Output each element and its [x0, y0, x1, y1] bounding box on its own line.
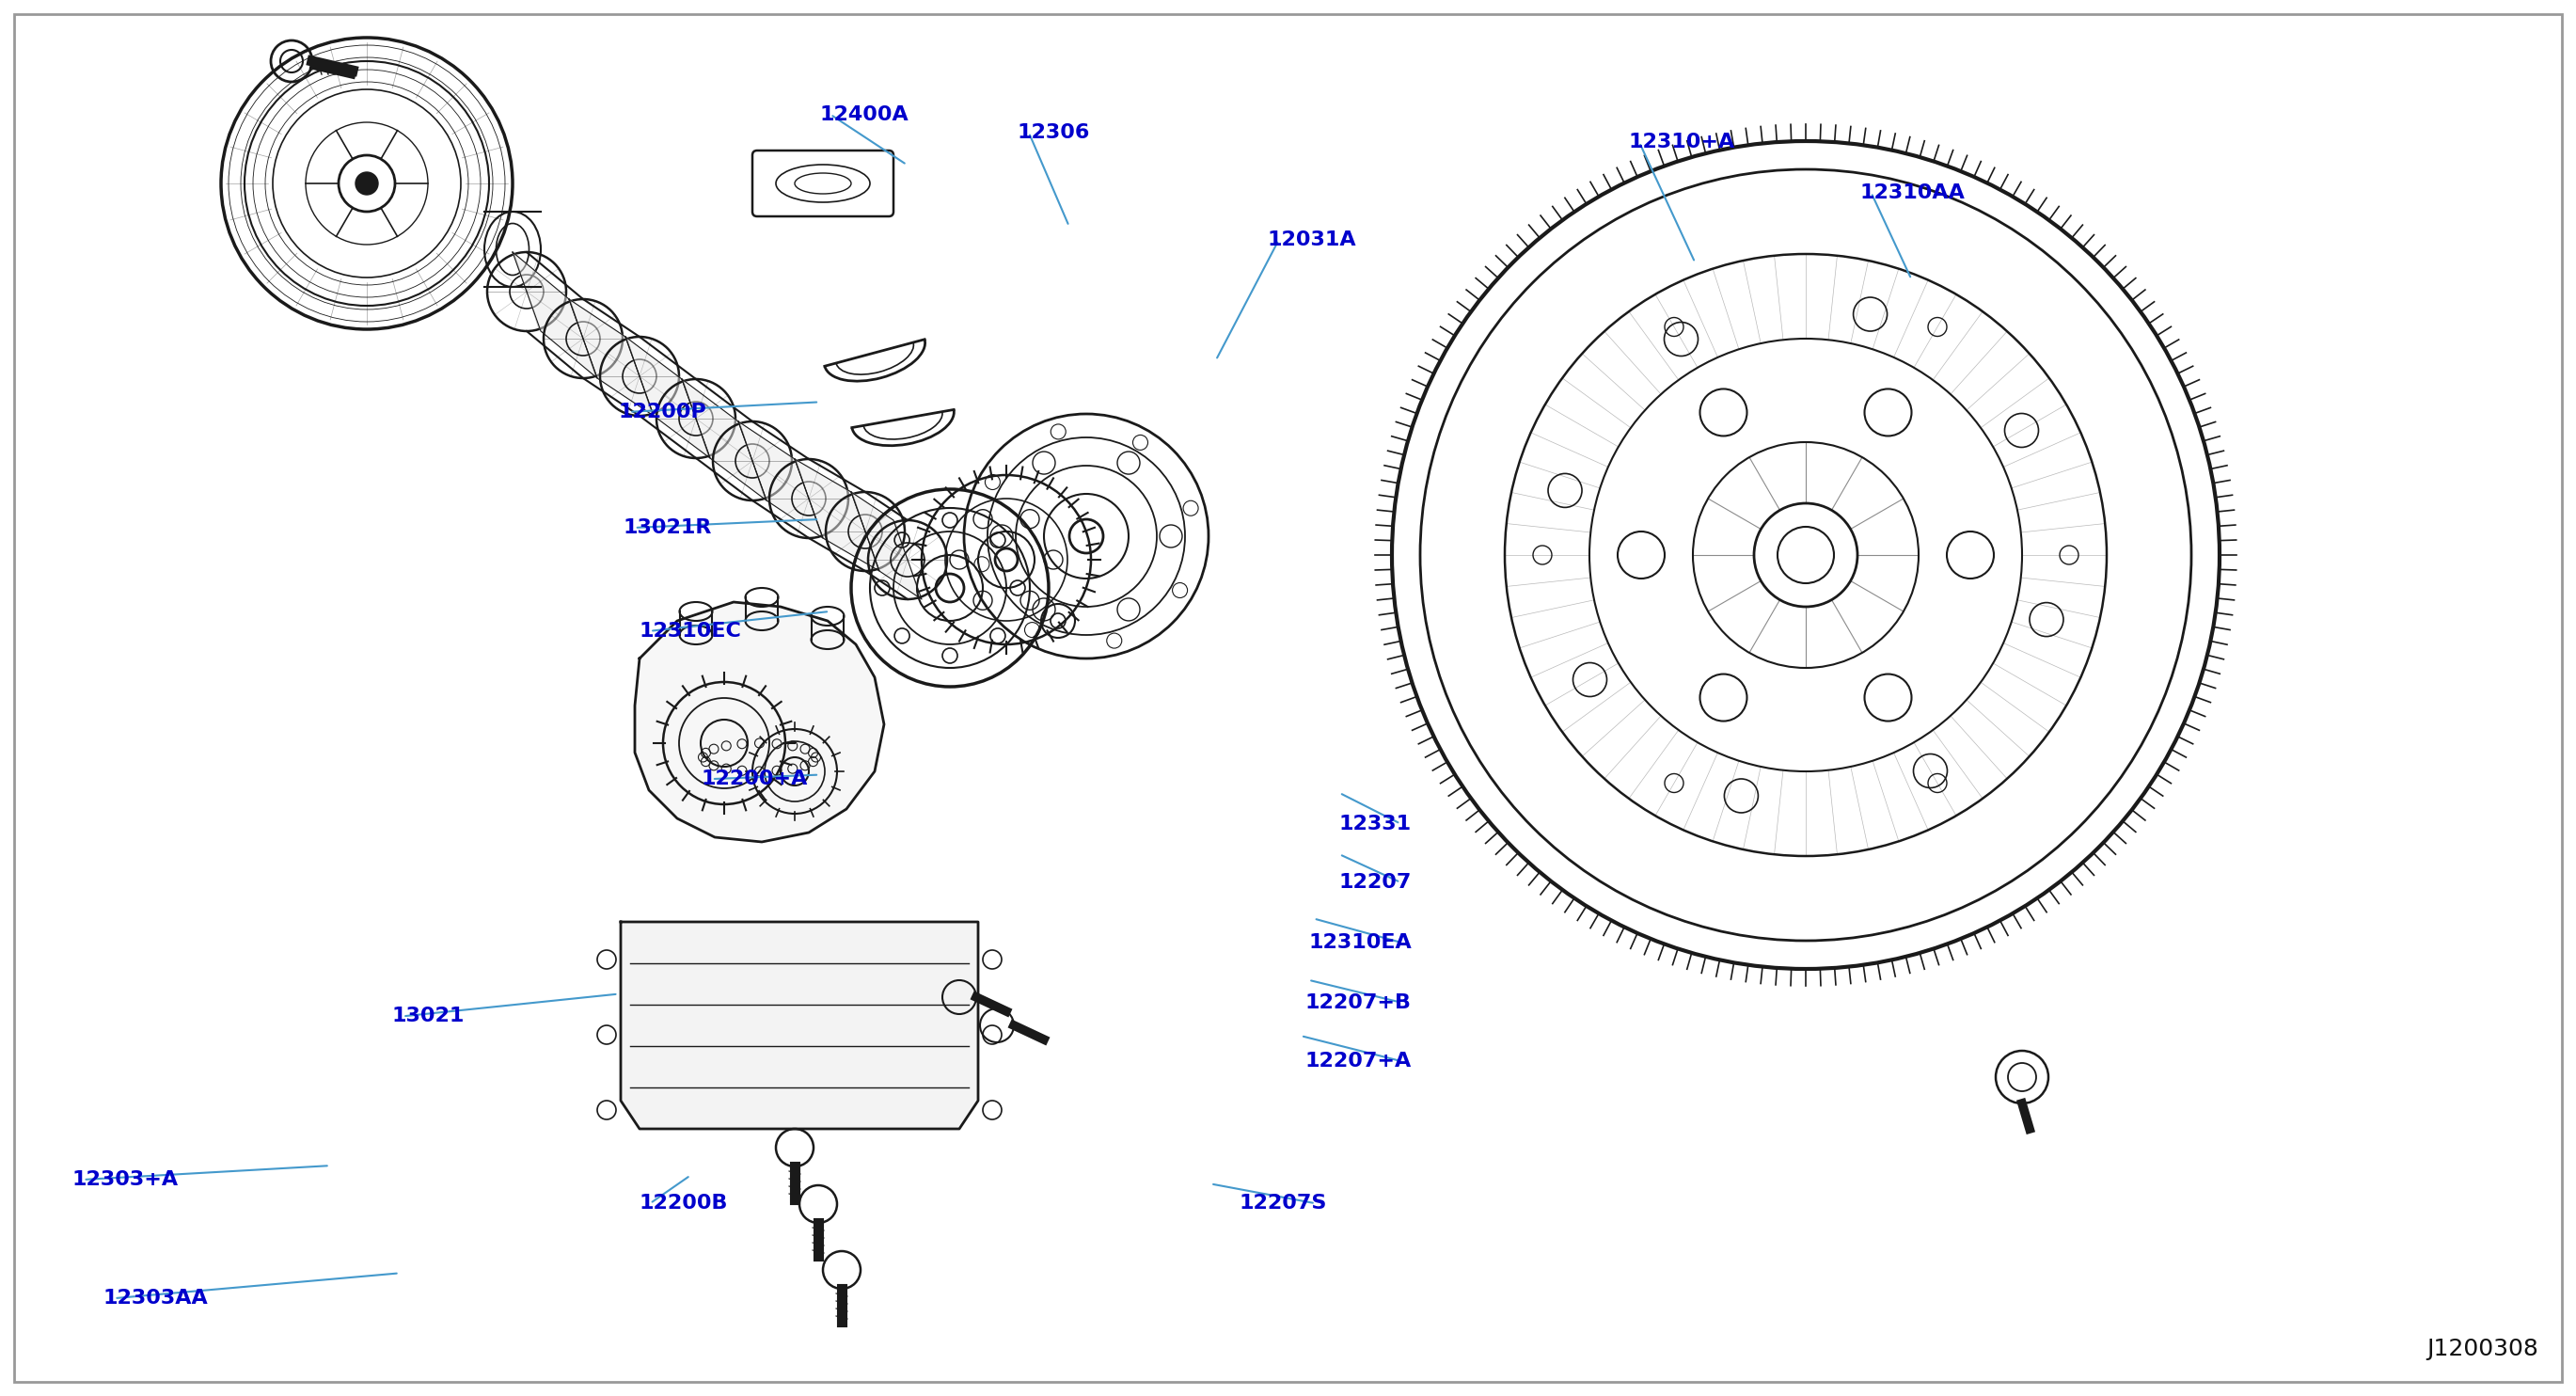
Polygon shape	[850, 491, 922, 599]
Text: 12400A: 12400A	[819, 105, 909, 124]
Text: 12303AA: 12303AA	[103, 1289, 209, 1308]
Text: 12200+A: 12200+A	[701, 769, 806, 789]
Text: 12306: 12306	[1018, 123, 1090, 142]
Text: 12310+A: 12310+A	[1628, 133, 1734, 152]
Polygon shape	[569, 299, 654, 416]
Polygon shape	[621, 921, 979, 1129]
Text: 12310EC: 12310EC	[639, 621, 742, 641]
Polygon shape	[796, 459, 878, 571]
Text: 12331: 12331	[1340, 814, 1412, 833]
Text: 13021R: 13021R	[623, 518, 711, 537]
Polygon shape	[634, 602, 884, 842]
Polygon shape	[513, 253, 598, 378]
Text: 12200P: 12200P	[618, 402, 706, 422]
Text: J1200308: J1200308	[2427, 1337, 2537, 1360]
Text: 12207S: 12207S	[1239, 1194, 1327, 1213]
Polygon shape	[626, 336, 711, 458]
Polygon shape	[739, 422, 822, 537]
Text: 12207+B: 12207+B	[1306, 993, 1412, 1012]
Text: 13021: 13021	[392, 1007, 464, 1026]
Circle shape	[355, 172, 379, 194]
Text: 12207+A: 12207+A	[1306, 1051, 1412, 1071]
Polygon shape	[683, 380, 768, 500]
Text: 12310EA: 12310EA	[1309, 933, 1412, 952]
Text: 12200B: 12200B	[639, 1194, 729, 1213]
Text: 12031A: 12031A	[1267, 230, 1358, 250]
Text: 12207: 12207	[1340, 872, 1412, 892]
Text: 12310AA: 12310AA	[1860, 183, 1965, 202]
Text: 12303+A: 12303+A	[72, 1170, 178, 1189]
